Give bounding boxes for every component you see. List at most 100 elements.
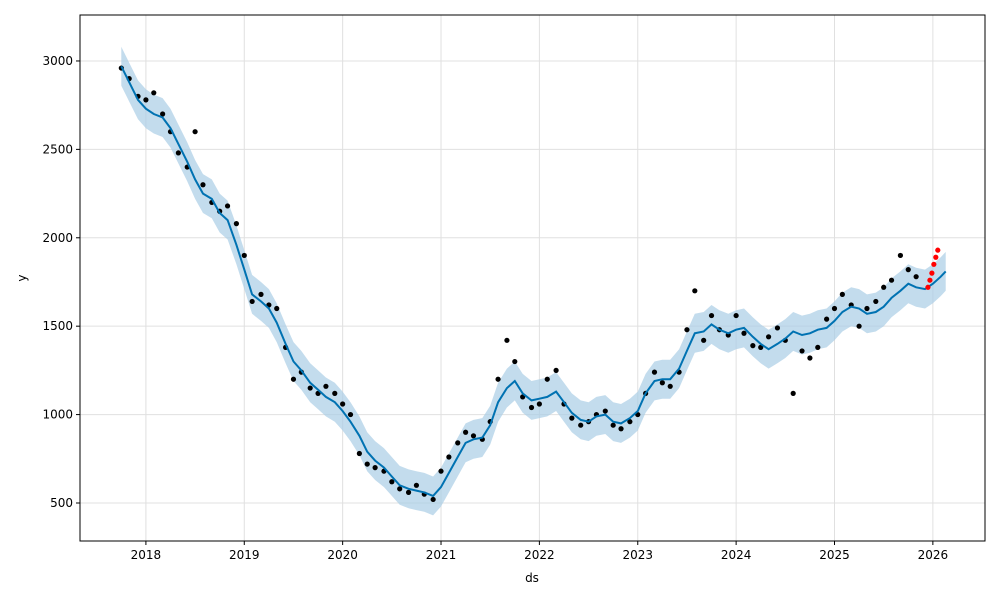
- observed-point: [569, 415, 575, 421]
- observed-point: [413, 482, 420, 488]
- observed-point: [799, 348, 805, 354]
- observed-point: [913, 274, 919, 280]
- forecast-line: [120, 65, 947, 498]
- recent-point: [931, 261, 937, 267]
- observed-point: [504, 337, 510, 343]
- observed-point: [824, 316, 830, 322]
- observed-point: [536, 401, 542, 407]
- axes-frame: [79, 14, 986, 542]
- observed-point: [340, 401, 346, 407]
- observed-point: [495, 376, 501, 382]
- observed-point: [790, 390, 796, 396]
- y-tick-label: 500: [50, 496, 73, 510]
- observed-point: [774, 325, 781, 331]
- observed-point: [544, 376, 550, 382]
- observed-point: [684, 327, 690, 333]
- y-tick-label: 1000: [42, 408, 73, 422]
- observed-point: [528, 404, 535, 411]
- observed-point: [323, 383, 329, 389]
- recent-point: [925, 284, 931, 290]
- observed-point: [765, 334, 772, 340]
- observed-point: [332, 390, 338, 396]
- x-tick-label: 2019: [229, 548, 260, 562]
- observed-point: [627, 419, 633, 425]
- observed-point: [897, 252, 904, 259]
- recent-point: [927, 277, 933, 283]
- observed-point: [733, 312, 739, 319]
- y-axis-label: y: [15, 274, 29, 281]
- observed-point: [258, 291, 264, 297]
- observed-point: [864, 305, 870, 312]
- recent-point: [929, 270, 935, 276]
- observed-point: [905, 267, 911, 273]
- observed-point: [881, 284, 887, 290]
- observed-point: [290, 376, 297, 382]
- observed-point: [463, 429, 469, 435]
- y-tick-label: 2500: [42, 142, 73, 156]
- observed-point: [651, 369, 658, 375]
- observed-point: [143, 97, 149, 103]
- observed-point: [160, 111, 166, 117]
- observed-point: [807, 355, 813, 361]
- observed-point: [692, 288, 698, 294]
- observed-point: [249, 298, 255, 305]
- observed-point: [618, 426, 624, 432]
- observed-point: [389, 479, 395, 485]
- observed-point: [192, 129, 198, 135]
- x-tick-label: 2022: [524, 548, 555, 562]
- observed-point: [200, 182, 206, 188]
- x-tick-label: 2020: [327, 548, 358, 562]
- observed-point: [470, 433, 477, 439]
- observed-point: [372, 465, 378, 471]
- observed-point: [274, 305, 280, 312]
- observed-point: [307, 385, 313, 391]
- observed-point: [831, 305, 838, 312]
- observed-point: [512, 358, 518, 365]
- observed-point: [438, 468, 444, 474]
- observed-point: [356, 450, 362, 457]
- x-tick-label: 2023: [622, 548, 653, 562]
- observed-point: [888, 277, 895, 283]
- observed-point: [553, 367, 559, 373]
- observed-point: [233, 221, 240, 227]
- observed-point: [708, 312, 715, 319]
- observed-point: [364, 461, 370, 467]
- observed-point: [815, 344, 821, 350]
- observed-point: [397, 486, 403, 492]
- observed-point: [241, 252, 247, 259]
- observed-point: [741, 330, 747, 336]
- recent-point: [935, 247, 941, 253]
- observed-point: [455, 440, 461, 446]
- observed-point: [175, 150, 181, 156]
- x-tick-label: 2021: [426, 548, 457, 562]
- x-tick-label: 2025: [819, 548, 850, 562]
- recent-point: [933, 254, 939, 260]
- x-tick-label: 2024: [721, 548, 752, 562]
- y-tick-label: 1500: [42, 319, 73, 333]
- observed-point: [750, 343, 756, 349]
- observed-point: [758, 344, 764, 350]
- observed-point: [839, 291, 845, 297]
- observed-point: [446, 454, 452, 460]
- observed-point: [701, 337, 707, 343]
- observed-point: [602, 408, 608, 414]
- observed-point: [667, 383, 673, 389]
- x-axis-label: ds: [525, 571, 539, 585]
- x-tick-label: 2018: [131, 548, 162, 562]
- observed-point: [405, 489, 412, 495]
- y-tick-label: 2000: [42, 231, 73, 245]
- plot-area: [80, 15, 985, 541]
- observed-point: [856, 323, 862, 329]
- observed-point: [430, 496, 436, 503]
- observed-point: [873, 298, 879, 305]
- observed-point: [610, 422, 616, 428]
- observed-point: [224, 203, 231, 209]
- observed-point: [578, 422, 584, 428]
- observed-point: [659, 380, 665, 386]
- y-tick-label: 3000: [42, 54, 73, 68]
- observed-point: [151, 90, 157, 96]
- observed-point: [347, 411, 354, 418]
